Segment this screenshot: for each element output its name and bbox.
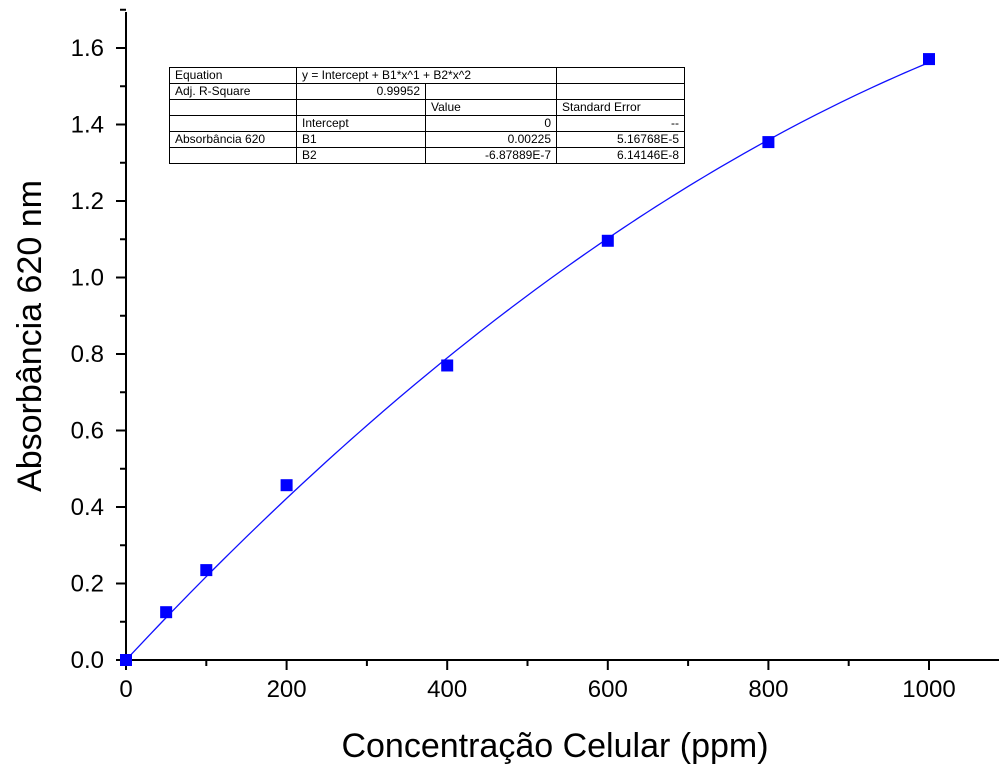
empty-cell	[425, 83, 557, 100]
x-tick-label: 400	[427, 676, 467, 703]
param-error: 5.16768E-5	[556, 131, 685, 148]
ticks-layer: 0 200 400 600 800 1000 0.0 0.2 0.4 0.6 0.8 1.0 1.2 1.…	[71, 8, 956, 703]
param-value: 0	[425, 115, 557, 132]
r-square-row: Adj. R-Square 0.99952	[169, 83, 685, 100]
y-tick-label: 1.2	[71, 188, 104, 215]
x-tick-label: 600	[588, 676, 628, 703]
empty-cell	[169, 115, 297, 132]
data-point	[160, 606, 173, 619]
value-header: Value	[425, 99, 557, 116]
y-axis-title: Absorbância 620 nm	[11, 180, 49, 492]
y-tick-label: 0.0	[71, 647, 104, 674]
header-row: Value Standard Error	[169, 99, 685, 116]
error-header: Standard Error	[556, 99, 685, 116]
param-row-b1: Absorbância 620 B1 0.00225 5.16768E-5	[169, 131, 685, 148]
y-tick-label: 0.6	[71, 418, 104, 445]
r-square-label: Adj. R-Square	[169, 83, 297, 100]
param-value: -6.87889E-7	[425, 147, 557, 164]
param-name: B1	[296, 131, 426, 148]
y-tick-label: 1.4	[71, 112, 104, 139]
param-name: Intercept	[296, 115, 426, 132]
empty-cell	[296, 99, 426, 116]
equation-row: Equation y = Intercept + B1*x^1 + B2*x^2	[169, 67, 685, 84]
markers-layer	[120, 53, 935, 666]
empty-cell	[556, 83, 685, 100]
equation-label: Equation	[169, 67, 297, 84]
param-name: B2	[296, 147, 426, 164]
r-square-value: 0.99952	[296, 83, 426, 100]
empty-cell	[169, 99, 297, 116]
data-point	[441, 359, 454, 372]
x-axis-title: Concentração Celular (ppm)	[341, 727, 768, 765]
fit-curve	[125, 61, 930, 661]
empty-cell	[169, 147, 297, 164]
data-point	[923, 53, 935, 66]
data-point	[120, 654, 132, 666]
param-row-b2: B2 -6.87889E-7 6.14146E-8	[169, 147, 685, 164]
y-tick-label: 1.6	[71, 35, 104, 62]
data-point	[762, 136, 775, 149]
data-point	[280, 479, 293, 492]
param-row-intercept: Intercept 0 --	[169, 115, 685, 132]
param-value: 0.00225	[425, 131, 557, 148]
param-error: 6.14146E-8	[556, 147, 685, 164]
y-tick-label: 0.8	[71, 341, 104, 368]
empty-cell	[556, 67, 685, 84]
equation-value: y = Intercept + B1*x^1 + B2*x^2	[296, 67, 557, 84]
x-tick-label: 0	[119, 676, 132, 703]
data-point	[200, 564, 213, 577]
x-tick-label: 800	[748, 676, 788, 703]
y-tick-label: 1.0	[71, 265, 104, 292]
fit-statistics-table: Equation y = Intercept + B1*x^1 + B2*x^2…	[169, 67, 685, 164]
data-point	[601, 234, 614, 247]
series-label: Absorbância 620	[169, 131, 297, 148]
y-tick-label: 0.2	[71, 571, 104, 598]
x-tick-label: 1000	[902, 676, 955, 703]
x-tick-label: 200	[267, 676, 307, 703]
param-error: --	[556, 115, 685, 132]
y-tick-label: 0.4	[71, 494, 104, 521]
